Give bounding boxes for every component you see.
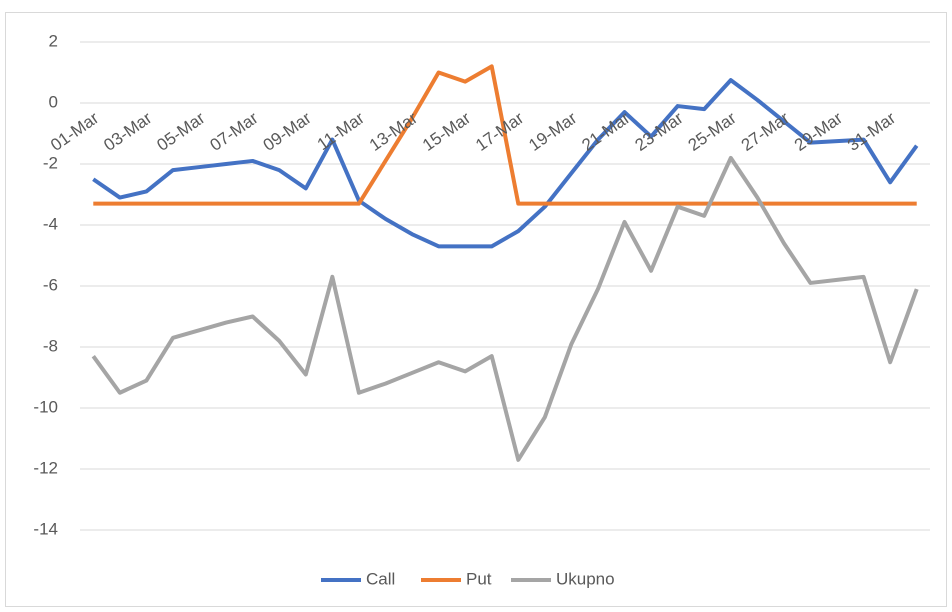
y-tick-label: -14	[33, 519, 58, 538]
series-line	[93, 64, 917, 206]
y-tick-label: -2	[43, 153, 58, 172]
y-tick-label: -8	[43, 336, 58, 355]
y-tick-label: -6	[43, 275, 58, 294]
y-tick-label: 0	[49, 92, 58, 111]
series-line	[92, 78, 919, 249]
legend-label: Ukupno	[556, 569, 615, 588]
chart-frame	[5, 12, 947, 607]
y-tick-label: -4	[43, 214, 58, 233]
y-tick-label: 2	[49, 31, 58, 50]
y-tick-label: -10	[33, 397, 58, 416]
series-line	[91, 155, 919, 462]
legend-label: Put	[466, 569, 492, 588]
legend-label: Call	[366, 569, 395, 588]
legend: Call Put Ukupno	[321, 569, 615, 588]
y-tick-label: -12	[33, 458, 58, 477]
